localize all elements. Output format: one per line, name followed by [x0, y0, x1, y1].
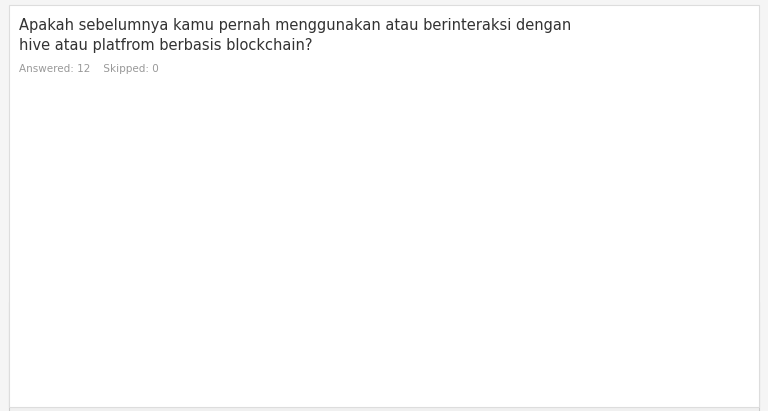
Text: Belum pernah, akan tetatpi sudah paham tentang blockchain: Belum pernah, akan tetatpi sudah paham t…	[25, 363, 326, 373]
Bar	[416, 141, 462, 288]
Text: ▼: ▼	[13, 347, 18, 353]
Text: RESPONSES: RESPONSES	[560, 308, 626, 318]
Text: 1: 1	[745, 327, 751, 337]
Text: 2: 2	[745, 363, 751, 373]
Text: 9: 9	[745, 380, 751, 390]
Text: ANSWER CHOICES: ANSWER CHOICES	[17, 308, 116, 318]
Text: 16.67%: 16.67%	[560, 363, 597, 373]
FancyBboxPatch shape	[9, 341, 759, 359]
FancyBboxPatch shape	[9, 302, 759, 323]
Text: 75.00%: 75.00%	[560, 380, 597, 390]
Text: ▼: ▼	[13, 330, 18, 335]
Text: Apakah sebelumnya kamu pernah menggunakan atau berinteraksi dengan
hive atau pla: Apakah sebelumnya kamu pernah menggunaka…	[19, 18, 571, 53]
Text: ▼: ▼	[746, 310, 751, 315]
Text: 0.00%: 0.00%	[560, 345, 591, 355]
Text: TOTAL: TOTAL	[17, 398, 51, 408]
Text: Ya, saya pernah mengunnakan platfrom blockchain lainnya selain hive: Ya, saya pernah mengunnakan platfrom blo…	[25, 345, 370, 355]
Text: Belum pernah sama sekali: Belum pernah sama sekali	[25, 380, 154, 390]
Text: 0: 0	[745, 345, 751, 355]
Text: ▼: ▼	[13, 365, 18, 370]
Text: 8.33%: 8.33%	[560, 327, 591, 337]
Text: 12: 12	[738, 398, 751, 408]
Text: ▼: ▼	[620, 310, 625, 315]
Text: ▼: ▼	[13, 383, 18, 388]
Bar	[316, 255, 361, 288]
FancyBboxPatch shape	[9, 359, 759, 376]
Text: Ya, saya pernah menggunakan hive sebelumnnya: Ya, saya pernah menggunakan hive sebelum…	[25, 327, 268, 337]
FancyBboxPatch shape	[9, 376, 759, 394]
FancyBboxPatch shape	[9, 394, 759, 411]
FancyBboxPatch shape	[9, 323, 759, 341]
Text: Answered: 12    Skipped: 0: Answered: 12 Skipped: 0	[19, 64, 159, 74]
Bar	[114, 271, 160, 288]
